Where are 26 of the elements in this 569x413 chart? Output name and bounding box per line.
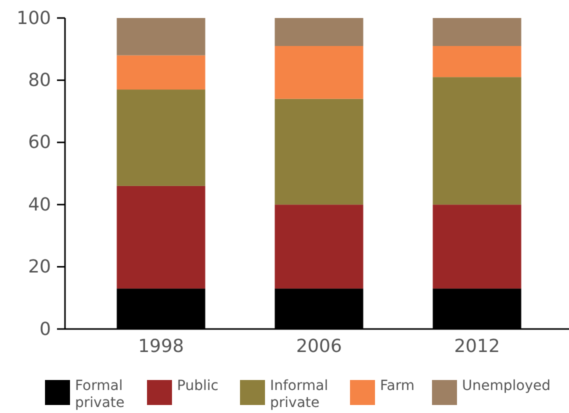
bar (432, 18, 522, 46)
y-tick-label: 60 (28, 132, 51, 154)
bar (116, 90, 206, 186)
bar (274, 46, 364, 99)
bar (432, 77, 522, 205)
y-tick-label: 20 (28, 256, 51, 278)
bar (116, 55, 206, 90)
x-tick-label: 1998 (138, 336, 184, 357)
bar (432, 46, 522, 78)
y-tick-label: 40 (28, 194, 51, 216)
bar (274, 18, 364, 46)
legend-label: Formal private (75, 378, 124, 411)
legend-label: Farm (380, 378, 414, 394)
bar (274, 98, 364, 205)
x-tick-label: 2006 (296, 336, 342, 357)
bar (274, 204, 364, 289)
bar (116, 186, 206, 289)
bar (116, 18, 206, 56)
bar (432, 204, 522, 289)
legend-label: Public (177, 378, 218, 394)
x-tick-label: 2012 (454, 336, 500, 357)
legend-label: Informal private (270, 378, 328, 411)
y-tick-label: 100 (16, 8, 51, 29)
y-tick-label: 80 (28, 70, 51, 91)
y-tick-label: 0 (40, 318, 51, 340)
legend-label: Unemployed (462, 378, 550, 394)
